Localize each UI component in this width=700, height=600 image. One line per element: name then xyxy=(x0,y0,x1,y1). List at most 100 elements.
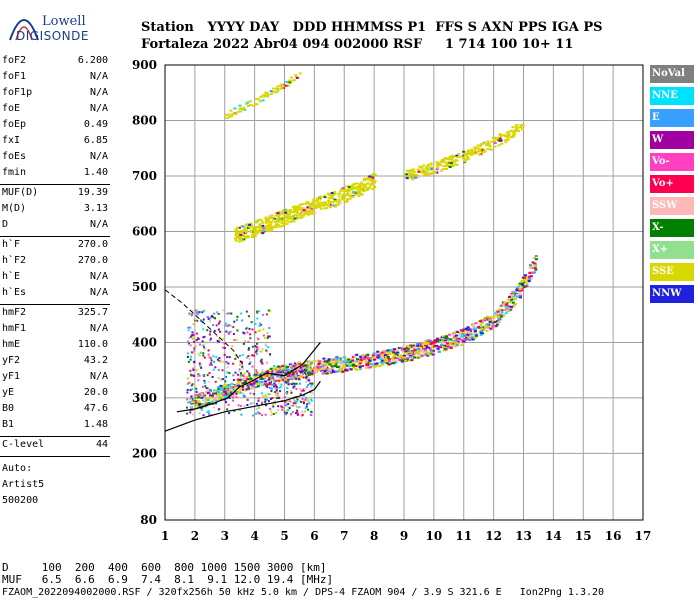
echo-point xyxy=(483,150,487,153)
y-tick-label: 700 xyxy=(132,169,157,183)
echo-point xyxy=(338,192,342,195)
echo-point xyxy=(316,359,320,362)
echo-point xyxy=(239,404,242,407)
echo-point xyxy=(451,341,455,344)
echo-point xyxy=(442,158,446,161)
echo-point xyxy=(431,343,435,346)
echo-point xyxy=(330,370,334,373)
echo-point xyxy=(366,182,370,185)
echo-point xyxy=(209,317,212,320)
echo-point xyxy=(233,338,236,341)
echo-point xyxy=(405,177,409,180)
echo-point xyxy=(516,289,520,292)
echo-point xyxy=(494,325,498,328)
echo-point xyxy=(239,110,243,113)
echo-point xyxy=(466,149,470,152)
echo-point xyxy=(254,351,257,354)
echo-point xyxy=(482,142,486,145)
echo-point xyxy=(498,137,502,140)
echo-point xyxy=(325,372,329,375)
echo-point xyxy=(270,220,274,223)
echo-point xyxy=(381,353,385,356)
echo-point xyxy=(305,211,309,214)
echo-point xyxy=(309,366,312,369)
echo-point xyxy=(248,372,251,375)
echo-point xyxy=(251,384,255,387)
echo-point xyxy=(416,168,420,171)
x-tick-label: 8 xyxy=(370,529,378,543)
echo-point xyxy=(277,394,280,397)
echo-point xyxy=(436,161,440,164)
echo-point xyxy=(193,360,196,363)
echo-point xyxy=(499,134,503,137)
echo-point xyxy=(223,346,226,349)
echo-point xyxy=(366,178,370,181)
echo-point xyxy=(296,362,300,365)
echo-point xyxy=(497,318,501,321)
echo-point xyxy=(451,339,455,342)
echo-point xyxy=(413,349,417,352)
echo-point xyxy=(358,362,362,365)
echo-point xyxy=(330,196,334,199)
echo-point xyxy=(297,369,300,372)
echo-point xyxy=(428,353,432,356)
echo-point xyxy=(287,406,290,409)
echo-point xyxy=(376,356,380,359)
echo-point xyxy=(286,399,289,402)
echo-point xyxy=(296,368,300,371)
echo-point xyxy=(264,398,267,401)
echo-point xyxy=(234,230,238,233)
echo-point xyxy=(270,228,274,231)
echo-point xyxy=(420,354,424,357)
echo-point xyxy=(465,338,469,341)
echo-point xyxy=(305,376,308,379)
echo-point xyxy=(502,314,506,317)
echo-point xyxy=(419,345,423,348)
echo-point xyxy=(246,387,250,390)
echo-point xyxy=(310,207,314,210)
echo-point xyxy=(213,389,217,392)
echo-point xyxy=(510,298,514,301)
echo-point xyxy=(349,368,353,371)
echo-point xyxy=(518,282,522,285)
echo-point xyxy=(401,359,405,362)
echo-point xyxy=(196,396,200,399)
echo-point xyxy=(367,187,371,190)
echo-point xyxy=(307,376,310,379)
echo-point xyxy=(524,285,528,288)
echo-point xyxy=(358,365,362,368)
x-tick-label: 16 xyxy=(605,529,622,543)
echo-point xyxy=(259,350,262,353)
echo-point xyxy=(319,207,323,210)
param-value: N/A xyxy=(89,271,108,282)
echo-point xyxy=(268,216,272,219)
echo-point xyxy=(300,366,304,369)
echo-point xyxy=(187,352,190,355)
echo-point xyxy=(361,187,365,190)
echo-point xyxy=(341,364,345,367)
echo-point xyxy=(229,383,232,386)
echo-point xyxy=(300,209,304,212)
echo-point xyxy=(416,351,420,354)
param-value: N/A xyxy=(89,219,108,230)
echo-point xyxy=(281,408,284,411)
echo-point xyxy=(314,366,318,369)
echo-point xyxy=(196,393,199,396)
echo-point xyxy=(256,317,259,320)
echo-point xyxy=(473,330,477,333)
echo-point xyxy=(248,100,252,103)
echo-point xyxy=(489,148,493,151)
echo-point xyxy=(424,340,428,343)
echo-point xyxy=(191,374,194,377)
echo-point xyxy=(500,309,504,312)
echo-point xyxy=(354,364,358,367)
echo-point xyxy=(232,326,235,329)
echo-point xyxy=(242,331,245,334)
echo-point xyxy=(203,335,206,338)
echo-point xyxy=(224,376,227,379)
echo-point xyxy=(355,353,359,356)
echo-point xyxy=(285,372,288,375)
echo-point xyxy=(267,335,270,338)
echo-point xyxy=(201,340,204,343)
echo-point xyxy=(466,326,470,329)
